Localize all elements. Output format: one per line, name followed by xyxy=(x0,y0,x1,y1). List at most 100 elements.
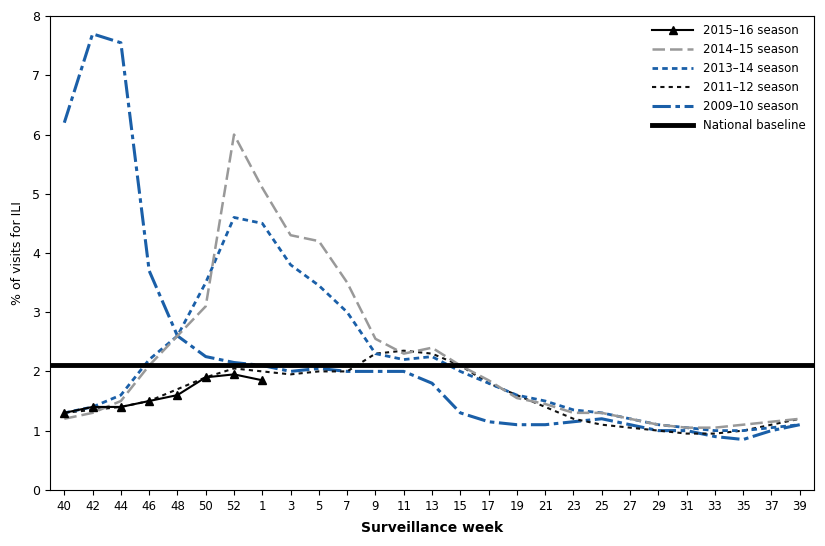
2014–15 season xyxy=(625,416,635,422)
2009–10 season xyxy=(625,422,635,428)
2011–12 season xyxy=(568,416,578,422)
2011–12 season xyxy=(200,374,210,381)
2009–10 season xyxy=(370,368,380,375)
2009–10 season xyxy=(144,268,154,274)
X-axis label: Surveillance week: Surveillance week xyxy=(361,521,503,535)
2015–16 season xyxy=(87,403,97,410)
2013–14 season xyxy=(568,407,578,413)
2013–14 season xyxy=(285,262,295,268)
2014–15 season xyxy=(710,424,720,431)
2014–15 season xyxy=(285,232,295,239)
2013–14 season xyxy=(342,309,352,316)
2015–16 season xyxy=(59,410,69,416)
2011–12 season xyxy=(512,392,522,399)
2009–10 season xyxy=(172,333,182,339)
2009–10 season xyxy=(710,434,720,440)
2011–12 season xyxy=(59,410,69,416)
2014–15 season xyxy=(766,418,776,425)
2013–14 season xyxy=(625,416,635,422)
2014–15 season xyxy=(540,401,550,407)
2014–15 season xyxy=(370,336,380,342)
2009–10 season xyxy=(229,359,239,366)
2014–15 season xyxy=(342,280,352,286)
2011–12 season xyxy=(596,422,606,428)
2014–15 season xyxy=(229,131,239,138)
2013–14 season xyxy=(794,422,804,428)
2011–12 season xyxy=(738,428,748,434)
2015–16 season xyxy=(172,392,182,399)
2009–10 season xyxy=(427,380,437,387)
2013–14 season xyxy=(483,380,493,387)
National baseline xyxy=(87,362,97,369)
2013–14 season xyxy=(398,357,408,363)
2009–10 season xyxy=(116,39,126,46)
2011–12 season xyxy=(398,347,408,354)
2009–10 season xyxy=(794,422,804,428)
2014–15 season xyxy=(59,416,69,422)
2013–14 season xyxy=(144,357,154,363)
2009–10 season xyxy=(314,365,324,372)
2011–12 season xyxy=(427,351,437,357)
2013–14 season xyxy=(59,410,69,416)
2014–15 season xyxy=(568,410,578,416)
2009–10 season xyxy=(59,120,69,126)
2011–12 season xyxy=(794,416,804,422)
2014–15 season xyxy=(87,410,97,416)
2011–12 season xyxy=(370,351,380,357)
2014–15 season xyxy=(200,303,210,310)
2009–10 season xyxy=(512,422,522,428)
2013–14 season xyxy=(596,410,606,416)
2009–10 season xyxy=(398,368,408,375)
2011–12 season xyxy=(116,403,126,410)
2013–14 season xyxy=(427,353,437,360)
2013–14 season xyxy=(116,392,126,399)
2013–14 season xyxy=(314,282,324,289)
National baseline xyxy=(59,362,69,369)
Line: 2015–16 season: 2015–16 season xyxy=(60,370,266,417)
2014–15 season xyxy=(483,377,493,383)
2011–12 season xyxy=(681,430,691,437)
2014–15 season xyxy=(314,238,324,245)
Line: 2013–14 season: 2013–14 season xyxy=(64,217,799,431)
2013–14 season xyxy=(200,280,210,286)
2011–12 season xyxy=(766,422,776,428)
2011–12 season xyxy=(540,403,550,410)
2009–10 season xyxy=(342,368,352,375)
2009–10 season xyxy=(540,422,550,428)
2014–15 season xyxy=(257,185,267,191)
2013–14 season xyxy=(257,220,267,227)
2011–12 season xyxy=(342,368,352,375)
2011–12 season xyxy=(653,428,663,434)
2015–16 season xyxy=(116,403,126,410)
2015–16 season xyxy=(229,371,239,378)
2015–16 season xyxy=(257,377,267,383)
2013–14 season xyxy=(370,351,380,357)
2009–10 season xyxy=(766,428,776,434)
2009–10 season xyxy=(596,416,606,422)
2013–14 season xyxy=(710,428,720,434)
2011–12 season xyxy=(172,386,182,393)
2014–15 season xyxy=(596,410,606,416)
2014–15 season xyxy=(653,422,663,428)
2013–14 season xyxy=(540,397,550,404)
2011–12 season xyxy=(257,368,267,375)
2009–10 season xyxy=(285,368,295,375)
2013–14 season xyxy=(681,424,691,431)
Y-axis label: % of visits for ILI: % of visits for ILI xyxy=(11,201,24,305)
2013–14 season xyxy=(653,422,663,428)
2011–12 season xyxy=(87,407,97,413)
2009–10 season xyxy=(653,428,663,434)
2011–12 season xyxy=(285,371,295,378)
2014–15 season xyxy=(512,395,522,401)
2013–14 season xyxy=(172,333,182,339)
2013–14 season xyxy=(766,424,776,431)
2013–14 season xyxy=(87,403,97,410)
Line: 2009–10 season: 2009–10 season xyxy=(64,34,799,440)
2009–10 season xyxy=(483,418,493,425)
2013–14 season xyxy=(738,428,748,434)
2009–10 season xyxy=(568,418,578,425)
2013–14 season xyxy=(455,368,465,375)
Line: 2014–15 season: 2014–15 season xyxy=(64,134,799,428)
2011–12 season xyxy=(710,430,720,437)
2014–15 season xyxy=(116,397,126,404)
